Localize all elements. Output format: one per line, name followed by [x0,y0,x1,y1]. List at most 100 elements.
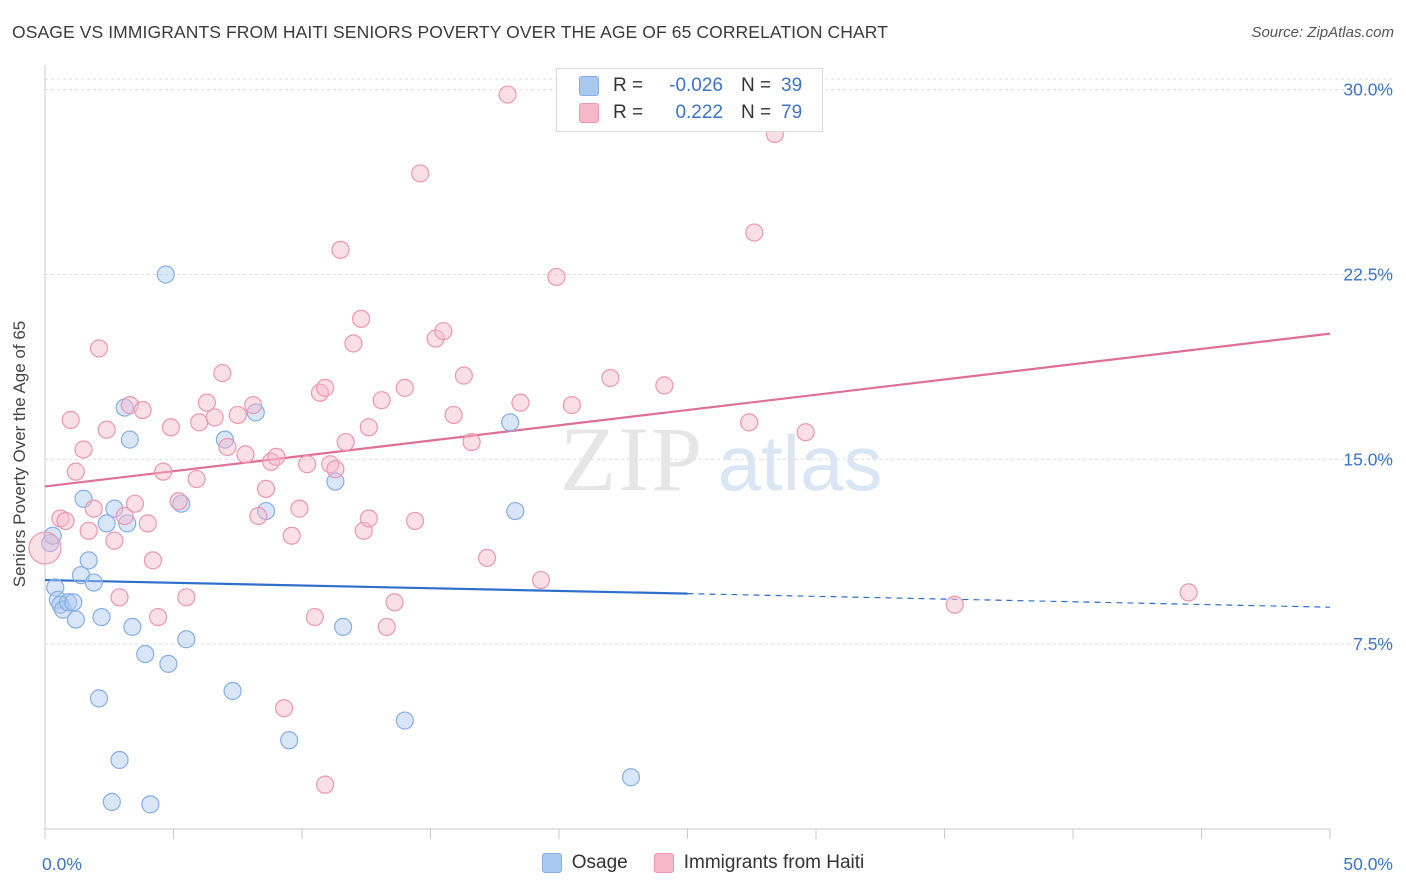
haiti-point [655,376,674,395]
haiti-point [547,267,566,287]
haiti-point [511,393,530,412]
haiti-point [298,455,317,474]
haiti-point [197,393,217,412]
haiti-point [143,551,163,570]
stats-row-haiti: R = 0.222 N = 79 [579,101,802,125]
legend-item-haiti[interactable]: Immigrants from Haiti [653,852,865,874]
osage-point [156,265,175,284]
haiti-point [377,617,396,637]
haiti-point [161,418,181,437]
haiti-point [177,588,196,607]
haiti-point [740,413,759,432]
haiti-point [79,521,98,540]
r-label: R = [613,102,644,123]
n-value: 79 [781,102,803,123]
haiti-point [405,511,425,531]
trend-lines [44,332,1331,608]
osage-point [92,607,111,627]
haiti-point [274,699,294,718]
zipatlas-watermark: ZIP atlas [560,408,882,510]
haiti-point [745,223,764,242]
haiti-point [326,460,345,479]
osage-point [102,792,121,811]
haiti-point [1179,583,1198,602]
y-tick-label: 15.0% [1343,449,1393,469]
haiti-point [256,479,276,498]
axes [44,65,1331,839]
osage-point [159,654,178,673]
haiti-point [462,432,481,452]
haiti-point [61,410,80,429]
tick-labels: 7.5% 15.0% 22.5% 30.0% 0.0% 50.0% [42,80,1393,874]
stats-swatch-osage [579,76,599,96]
haiti-point [477,548,497,568]
haiti-point [316,775,335,794]
osage-point [621,768,641,787]
n-label: N = [741,75,772,96]
y-tick-label: 22.5% [1343,264,1393,284]
data-points [28,85,1198,814]
haiti-point [454,366,474,385]
haiti-point [190,413,209,432]
osage-point [79,551,98,570]
legend: Osage Immigrants from Haiti [0,852,1406,874]
osage-point [120,430,139,449]
haiti-point [282,526,301,545]
osage-point [501,413,520,432]
haiti-point [290,499,309,518]
haiti-point [444,405,463,425]
haiti-point [97,420,116,439]
haiti-point [205,408,224,427]
haiti-point [66,462,85,481]
haiti-point [138,514,157,533]
n-label: N = [741,102,772,123]
haiti-point [359,509,378,528]
osage-point [110,750,129,770]
correlation-stats-box: R = -0.026 N = 39 R = 0.222 N = 79 [556,68,823,132]
haiti-point [411,164,430,183]
haiti-point [395,378,414,397]
haiti-point [115,506,134,526]
haiti-point [372,391,391,410]
legend-label-haiti: Immigrants from Haiti [683,852,865,873]
haiti-point [56,511,75,531]
haiti-point [352,309,371,328]
osage-trend-line [44,578,688,595]
haiti-point [249,506,268,526]
haiti-point [262,452,281,471]
haiti-point [74,440,93,459]
haiti-point [331,240,350,259]
haiti-point [310,383,330,402]
haiti-point [105,531,124,550]
osage-point [41,534,60,553]
osage-point [59,593,78,612]
y-tick-label: 7.5% [1353,634,1393,654]
haiti-point [267,447,286,466]
haiti-point [796,423,815,442]
osage-point [97,514,116,533]
haiti-point [344,334,363,353]
haiti-point [434,322,453,341]
haiti-point [169,492,188,511]
osage-point [215,430,234,449]
haiti-point [305,607,324,627]
haiti-point [359,418,378,437]
chart-title: OSAGE VS IMMIGRANTS FROM HAITI SENIORS P… [12,22,889,42]
osage-point [506,501,525,521]
legend-swatch-haiti [653,853,674,873]
osage-trend-extension [687,593,1331,608]
legend-label-osage: Osage [571,852,628,873]
osage-point [177,630,196,649]
legend-item-osage[interactable]: Osage [541,852,628,874]
y-tick-label: 30.0% [1343,80,1393,100]
haiti-trend-line [44,332,1331,488]
haiti-point [601,368,620,388]
osage-point [326,472,345,491]
osage-point [223,681,242,701]
osage-point [395,711,414,730]
stats-row-osage: R = -0.026 N = 39 [579,74,802,98]
haiti-point [385,593,404,612]
gridlines [45,78,1392,645]
osage-point [172,494,191,513]
x-tick-label-min: 0.0% [42,854,82,874]
